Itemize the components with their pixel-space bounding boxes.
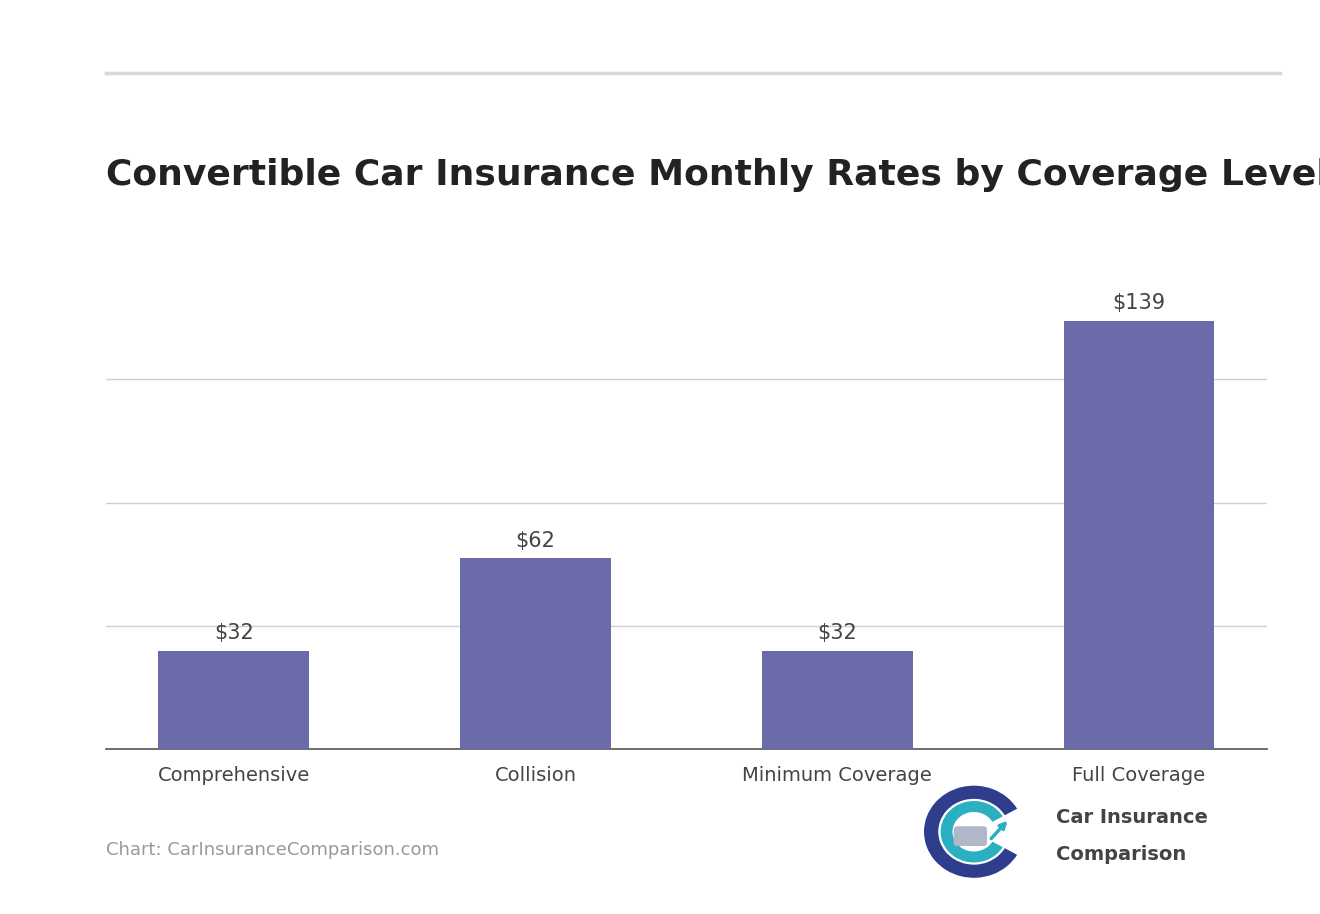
Wedge shape bbox=[941, 801, 1003, 863]
FancyBboxPatch shape bbox=[953, 826, 987, 846]
Text: Comparison: Comparison bbox=[1056, 845, 1187, 864]
Bar bbox=[158, 651, 309, 749]
Bar bbox=[762, 651, 912, 749]
Wedge shape bbox=[924, 786, 1018, 877]
Text: Chart: CarInsuranceComparison.com: Chart: CarInsuranceComparison.com bbox=[106, 841, 438, 859]
Text: $139: $139 bbox=[1113, 293, 1166, 313]
Text: $32: $32 bbox=[214, 623, 253, 643]
Text: $62: $62 bbox=[516, 530, 556, 550]
Bar bbox=[1064, 321, 1214, 749]
Text: Convertible Car Insurance Monthly Rates by Coverage Level: Convertible Car Insurance Monthly Rates … bbox=[106, 158, 1320, 192]
Text: Car Insurance: Car Insurance bbox=[1056, 808, 1208, 827]
Text: $32: $32 bbox=[817, 623, 857, 643]
Bar bbox=[461, 558, 611, 749]
